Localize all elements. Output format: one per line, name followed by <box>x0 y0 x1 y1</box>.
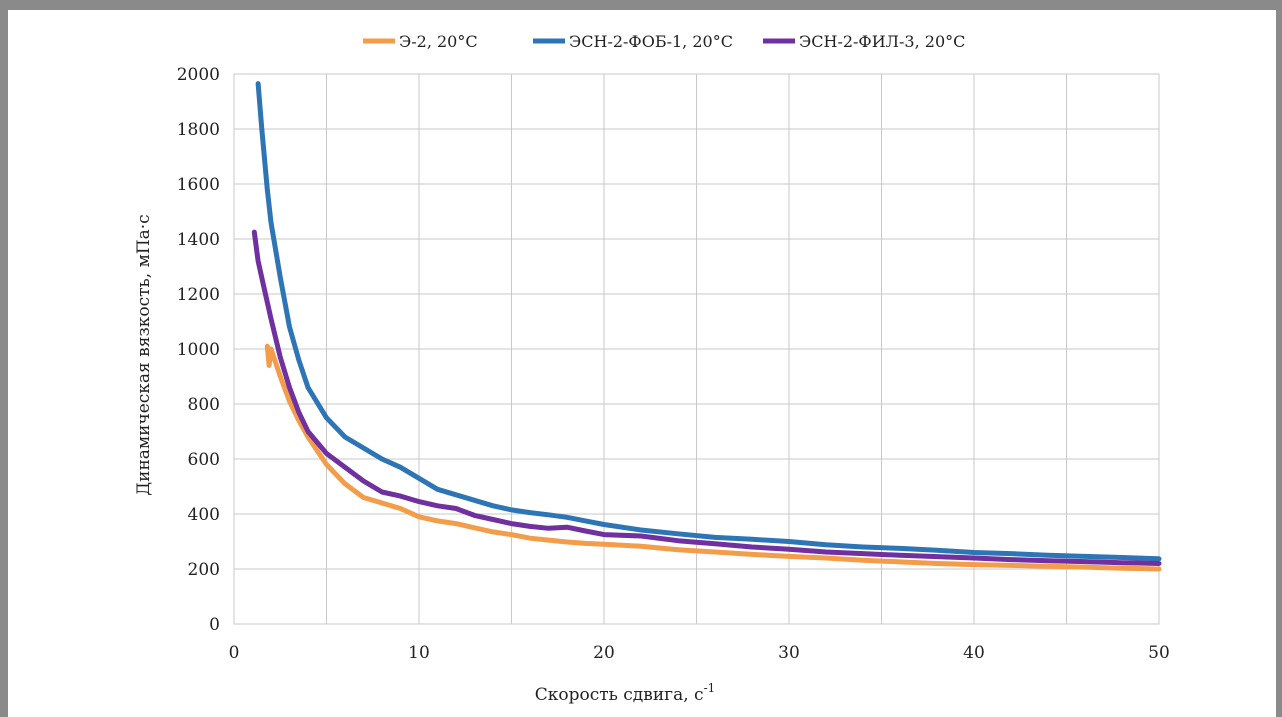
x-tick-label: 10 <box>408 643 430 663</box>
y-tick-label: 1200 <box>177 285 220 305</box>
legend-item-3: ЭСН-2-ФИЛ-3, 20°C <box>763 32 965 51</box>
y-tick-label: 1800 <box>177 120 220 140</box>
legend-label: ЭСН-2-ФИЛ-3, 20°C <box>799 32 965 51</box>
legend-item-1: Э-2, 20°C <box>363 32 478 51</box>
x-axis-ticks: 0 10 20 30 40 50 <box>229 643 1170 663</box>
y-tick-label: 600 <box>188 450 220 470</box>
x-tick-label: 0 <box>229 643 240 663</box>
x-axis-title: Скорость сдвига, с-1 <box>535 681 716 705</box>
y-axis-ticks: 0 200 400 600 800 1000 1200 1400 1600 1800 2000 <box>177 65 220 635</box>
x-tick-label: 20 <box>593 643 615 663</box>
series-lines <box>251 81 1162 572</box>
series-line-1 <box>264 343 1162 572</box>
grid <box>233 73 1160 625</box>
y-tick-label: 0 <box>209 615 220 635</box>
y-tick-label: 200 <box>188 560 220 580</box>
legend-label: ЭСН-2-ФОБ-1, 20°C <box>569 32 733 51</box>
y-tick-label: 400 <box>188 505 220 525</box>
x-axis-title-main: Скорость сдвига, с <box>535 685 704 705</box>
y-tick-label: 1600 <box>177 175 220 195</box>
y-tick-label: 1400 <box>177 230 220 250</box>
x-tick-label: 50 <box>1148 643 1170 663</box>
series-line-3 <box>251 229 1162 566</box>
legend-label: Э-2, 20°C <box>399 32 478 51</box>
y-tick-label: 2000 <box>177 65 220 85</box>
x-tick-label: 30 <box>778 643 800 663</box>
legend-item-2: ЭСН-2-ФОБ-1, 20°C <box>533 32 733 51</box>
x-tick-label: 40 <box>963 643 985 663</box>
series-line-2 <box>255 81 1162 562</box>
y-tick-label: 1000 <box>177 340 220 360</box>
chart-frame: Э-2, 20°C ЭСН-2-ФОБ-1, 20°C ЭСН-2-ФИЛ-3, 2… <box>8 10 1276 717</box>
legend: Э-2, 20°C ЭСН-2-ФОБ-1, 20°C ЭСН-2-ФИЛ-3, 2… <box>363 32 965 51</box>
line-chart: Э-2, 20°C ЭСН-2-ФОБ-1, 20°C ЭСН-2-ФИЛ-3, 2… <box>134 32 1170 705</box>
x-axis-title-superscript: -1 <box>704 681 716 695</box>
y-axis-title: Динамическая вязкость, мПа·с <box>134 214 154 495</box>
y-tick-label: 800 <box>188 395 220 415</box>
